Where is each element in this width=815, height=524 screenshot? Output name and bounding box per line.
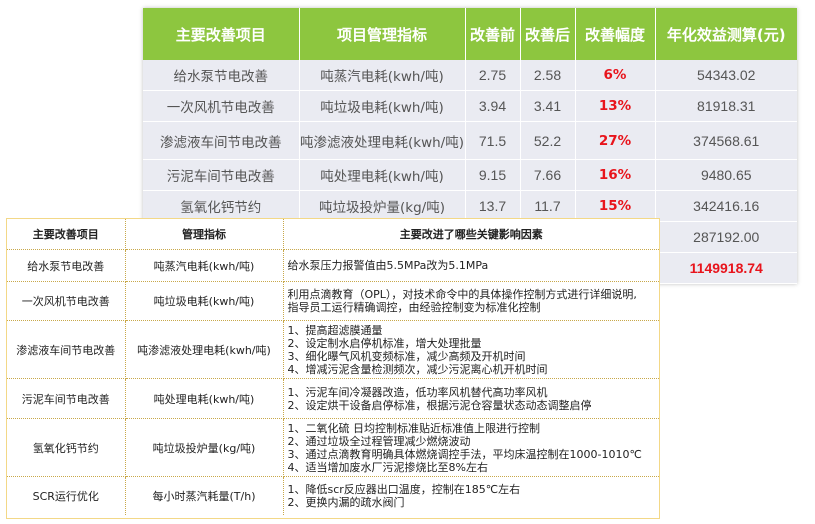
cell-project: 氢氧化钙节约: [143, 190, 300, 222]
table-row: SCR运行优化 每小时蒸汽耗量(T/h) 1、降低scr反应器出口温度，控制在1…: [7, 476, 659, 515]
header-project: 主要改善项目: [143, 8, 300, 60]
cell-metric: 吨处理电耗(kwh/吨): [125, 378, 284, 419]
cell-after: 2.58: [520, 60, 576, 91]
table-row: 一次风机节电改善 吨垃圾电耗(kwh/吨) 利用点滴教育（OPL），对技术命令中…: [7, 281, 659, 321]
factor-line: 1、降低scr反应器出口温度，控制在185℃左右: [287, 482, 521, 496]
cell-total-benefit: 1149918.74: [655, 252, 797, 284]
header-before: 改善前: [465, 8, 521, 60]
cell-after: 52.2: [520, 121, 576, 160]
cell-metric: 吨垃圾投炉量(kg/吨): [299, 190, 466, 222]
factor-line: 2、更换内漏的疏水阀门: [287, 495, 405, 509]
cell-project: SCR运行优化: [7, 476, 126, 515]
factor-line: 指导员工运行精确调控，由经验控制变为标准化控制: [287, 301, 541, 314]
key-factors-table: 主要改善项目 管理指标 主要改进了哪些关键影响因素 给水泵节电改善 吨蒸汽电耗(…: [6, 218, 660, 519]
cell-after: 11.7: [520, 190, 576, 222]
table-row: 氢氧化钙节约 吨垃圾投炉量(kg/吨) 1、二氧化硫 日均控制标准贴近标准值上限…: [7, 418, 659, 477]
table-row: 污泥车间节电改善 吨处理电耗(kwh/吨) 9.15 7.66 16% 9480…: [143, 159, 797, 191]
cell-project: 一次风机节电改善: [7, 281, 126, 321]
cell-before: 71.5: [465, 121, 521, 160]
cell-project: 渗滤液车间节电改善: [143, 121, 300, 160]
factor-line: 2、设定烘干设备启停标准，根据污泥仓容量状态动态调整启停: [287, 398, 592, 412]
cell-after: 7.66: [520, 159, 576, 191]
cell-factors: 1、二氧化硫 日均控制标准贴近标准值上限进行控制 2、通过垃圾全过程管理减少燃烧…: [283, 418, 659, 477]
cell-project: 一次风机节电改善: [143, 90, 300, 122]
cell-metric: 吨渗滤液处理电耗(kwh/吨): [299, 121, 466, 160]
factor-line: 3、通过点滴教育明确具体燃烧调控手法，平均床温控制在1000-1010℃: [287, 447, 642, 461]
cell-change: 15%: [575, 190, 656, 222]
table-row: 一次风机节电改善 吨垃圾电耗(kwh/吨) 3.94 3.41 13% 8191…: [143, 90, 797, 122]
header-project: 主要改善项目: [7, 219, 126, 250]
cell-change: 13%: [575, 90, 656, 122]
cell-factors: 利用点滴教育（OPL），对技术命令中的具体操作控制方式进行详细说明, 指导员工运…: [283, 281, 659, 321]
factor-line: 3、细化曝气风机变频标准，减少高频及开机时间: [287, 349, 526, 363]
cell-before: 2.75: [465, 60, 521, 91]
header-after: 改善后: [520, 8, 576, 60]
table-row: 渗滤液车间节电改善 吨渗滤液处理电耗(kwh/吨) 71.5 52.2 27% …: [143, 121, 797, 160]
cell-benefit: 287192.00: [655, 221, 797, 253]
cell-factors: 1、提高超滤膜通量 2、设定制水启停机标准，增大处理批量 3、细化曝气风机变频标…: [283, 320, 659, 379]
cell-benefit: 81918.31: [655, 90, 797, 122]
factor-line: 4、增减污泥含量检测频次，减少污泥离心机开机时间: [287, 362, 548, 376]
factor-line: 2、通过垃圾全过程管理减少燃烧波动: [287, 434, 471, 448]
table-row: 给水泵节电改善 吨蒸汽电耗(kwh/吨) 2.75 2.58 6% 54343.…: [143, 60, 797, 91]
cell-benefit: 9480.65: [655, 159, 797, 191]
cell-project: 给水泵节电改善: [143, 60, 300, 91]
cell-metric: 吨蒸汽电耗(kwh/吨): [125, 249, 284, 282]
table-row: 给水泵节电改善 吨蒸汽电耗(kwh/吨) 给水泵压力报警值由5.5MPa改为5.…: [7, 249, 659, 282]
cell-before: 3.94: [465, 90, 521, 122]
cell-project: 污泥车间节电改善: [143, 159, 300, 191]
cell-project: 氢氧化钙节约: [7, 418, 126, 477]
cell-metric: 每小时蒸汽耗量(T/h): [125, 476, 284, 515]
cell-project: 给水泵节电改善: [7, 249, 126, 282]
cell-benefit: 342416.16: [655, 190, 797, 222]
header-change: 改善幅度: [575, 8, 656, 60]
header-row: 主要改善项目 项目管理指标 改善前 改善后 改善幅度 年化效益测算(元): [143, 8, 797, 60]
factor-line: 1、提高超滤膜通量: [287, 323, 383, 337]
factor-line: 利用点滴教育（OPL），对技术命令中的具体操作控制方式进行详细说明,: [287, 288, 637, 301]
cell-change: 27%: [575, 121, 656, 160]
cell-project: 污泥车间节电改善: [7, 378, 126, 419]
cell-factors: 1、污泥车间冷凝器改造，低功率风机替代高功率风机 2、设定烘干设备启停标准，根据…: [283, 378, 659, 419]
cell-after: 3.41: [520, 90, 576, 122]
cell-factors: 1、降低scr反应器出口温度，控制在185℃左右 2、更换内漏的疏水阀门: [283, 477, 659, 515]
cell-project: 渗滤液车间节电改善: [7, 320, 126, 379]
header-metric: 管理指标: [125, 219, 284, 250]
header-row: 主要改善项目 管理指标 主要改进了哪些关键影响因素: [7, 219, 659, 250]
cell-before: 13.7: [465, 190, 521, 222]
improvement-benefit-table: 主要改善项目 项目管理指标 改善前 改善后 改善幅度 年化效益测算(元) 给水泵…: [143, 8, 797, 284]
factor-line: 2、设定制水启停机标准，增大处理批量: [287, 336, 482, 350]
cell-change: 16%: [575, 159, 656, 191]
table-row: 渗滤液车间节电改善 吨渗滤液处理电耗(kwh/吨) 1、提高超滤膜通量 2、设定…: [7, 320, 659, 379]
cell-benefit: 374568.61: [655, 121, 797, 160]
cell-metric: 吨处理电耗(kwh/吨): [299, 159, 466, 191]
table-row: 污泥车间节电改善 吨处理电耗(kwh/吨) 1、污泥车间冷凝器改造，低功率风机替…: [7, 378, 659, 419]
cell-metric: 吨垃圾投炉量(kg/吨): [125, 418, 284, 477]
factor-line: 1、二氧化硫 日均控制标准贴近标准值上限进行控制: [287, 421, 541, 435]
header-metric: 项目管理指标: [299, 8, 466, 60]
cell-metric: 吨垃圾电耗(kwh/吨): [125, 281, 284, 321]
cell-change: 6%: [575, 60, 656, 91]
table-row: 氢氧化钙节约 吨垃圾投炉量(kg/吨) 13.7 11.7 15% 342416…: [143, 190, 797, 222]
cell-metric: 吨渗滤液处理电耗(kwh/吨): [125, 320, 284, 379]
cell-metric: 吨蒸汽电耗(kwh/吨): [299, 60, 466, 91]
factor-line: 给水泵压力报警值由5.5MPa改为5.1MPa: [287, 259, 489, 272]
cell-metric: 吨垃圾电耗(kwh/吨): [299, 90, 466, 122]
header-factors: 主要改进了哪些关键影响因素: [283, 219, 659, 250]
header-benefit: 年化效益测算(元): [655, 8, 797, 60]
cell-factors: 给水泵压力报警值由5.5MPa改为5.1MPa: [283, 249, 659, 282]
cell-benefit: 54343.02: [655, 60, 797, 91]
cell-before: 9.15: [465, 159, 521, 191]
factor-line: 4、适当增加废水厂污泥掺烧比至8%左右: [287, 460, 488, 474]
factor-line: 1、污泥车间冷凝器改造，低功率风机替代高功率风机: [287, 385, 548, 399]
